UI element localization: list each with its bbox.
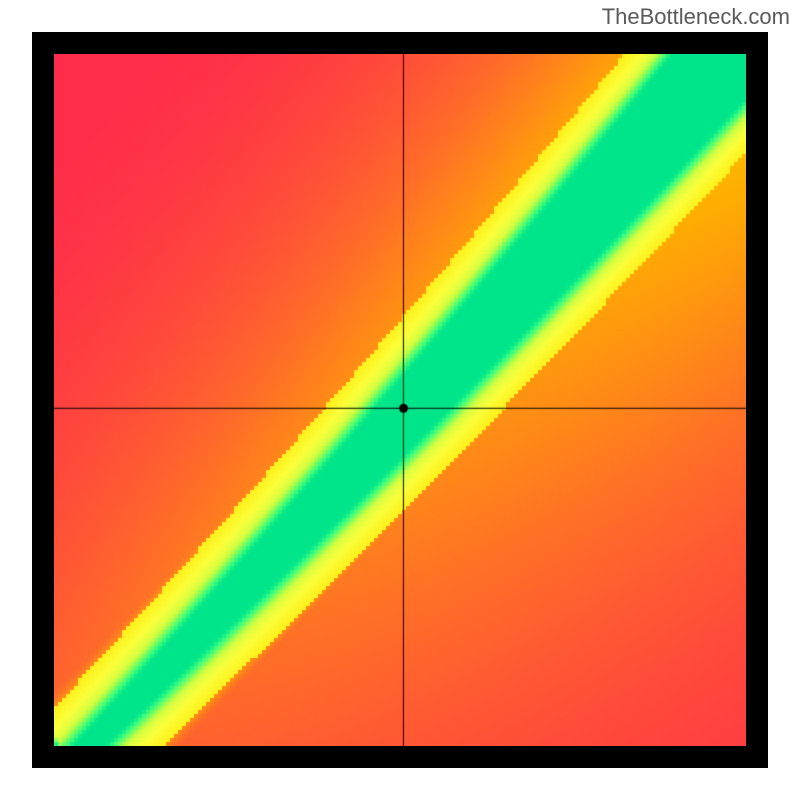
- watermark-text: TheBottleneck.com: [602, 4, 790, 30]
- heatmap-canvas: [54, 54, 746, 746]
- plot-frame: [32, 32, 768, 768]
- heatmap-plot: [54, 54, 746, 746]
